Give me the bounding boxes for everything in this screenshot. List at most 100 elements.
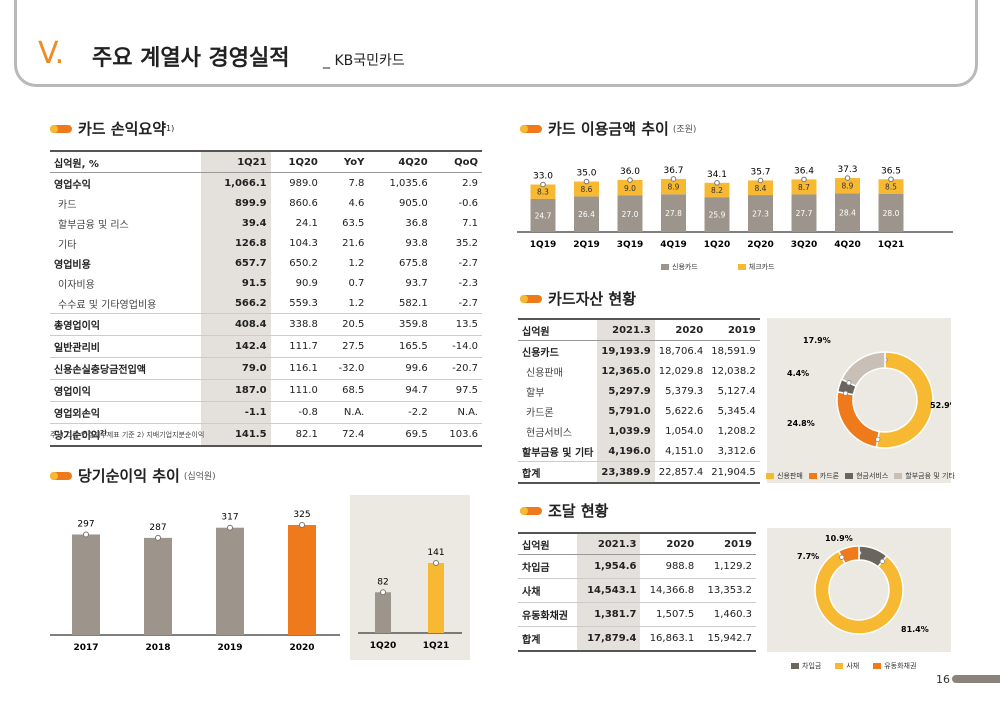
legend-swatch [835, 663, 844, 669]
pl-row-label: 카드 [58, 199, 77, 211]
usage-credit-bar [574, 196, 599, 232]
usage-credit-label: 25.9 [709, 211, 726, 220]
pl-cell: 111.0 [270, 379, 322, 402]
pl-cell: N.A. [321, 401, 369, 424]
pl-cell: 72.4 [321, 423, 369, 447]
pl-cell: 650.2 [289, 257, 318, 269]
pl-table-row: 당기순이익2) 141.5 82.1 72.4 69.5 103.6 [50, 423, 482, 447]
usage-credit-bar [835, 193, 860, 232]
usage-credit-bar [704, 197, 730, 232]
pl-cell: 187.0 [201, 379, 271, 402]
assets-donut-percent-label: 24.8% [787, 419, 815, 428]
assets-title: 카드자산 현황 [548, 290, 637, 308]
usage-check-bar [878, 179, 904, 194]
assets-cell: 21,904.5 [707, 461, 760, 484]
usage-total-marker [844, 175, 851, 181]
pl-title: 카드 손익요약 [78, 120, 167, 138]
assets-row-label: 합계 [518, 461, 598, 484]
usage-check-bar [748, 180, 773, 196]
assets-row-label: 신용카드 [522, 347, 559, 359]
usage-tick-label: 1Q20 [704, 240, 730, 250]
usage-check-label: 8.2 [711, 186, 723, 195]
pl-cell: 165.5 [368, 335, 432, 358]
pl-cell: 408.4 [201, 313, 271, 336]
usage-total-label: 37.3 [837, 165, 857, 175]
pl-cell: 21.6 [342, 237, 365, 249]
funding-section-title: 조달 현황 [520, 500, 608, 521]
pl-cell: 35.2 [455, 237, 478, 249]
pl-cell: 1,066.1 [201, 172, 271, 193]
pl-cell: 559.3 [289, 297, 318, 309]
funding-cell: 1,954.6 [577, 554, 641, 579]
funding-donut-slice-marker [839, 554, 845, 560]
pl-cell: 141.5 [201, 423, 271, 447]
legend-label: 체크카드 [748, 263, 775, 271]
funding-column-header: 2020 [640, 532, 699, 555]
usage-total-marker [583, 178, 590, 185]
assets-column-header: 2020 [654, 318, 708, 341]
usage-credit-label: 27.3 [752, 210, 769, 219]
ni-annual-chart: 297 2017 287 2018 317 2019 325 2020 [50, 510, 340, 653]
assets-row-label: 할부금융 및 기타 [522, 447, 594, 459]
section-numeral: V. [38, 36, 65, 71]
legend-swatch [845, 473, 854, 479]
usage-credit-bar [661, 194, 686, 232]
bullet-icon [50, 124, 72, 133]
assets-donut-slice [875, 351, 934, 449]
usage-check-bar [530, 184, 556, 199]
pl-table-row: 영업외손익 -1.1 -0.8 N.A. -2.2 N.A. [50, 401, 482, 424]
usage-check-bar [704, 182, 730, 198]
funding-cell: 988.8 [665, 561, 695, 572]
funding-row-label: 합계 [518, 626, 578, 652]
pl-cell: 13.5 [431, 313, 482, 336]
usage-credit-label: 27.7 [796, 209, 813, 218]
pl-cell: 4.6 [348, 197, 365, 209]
usage-check-bar [661, 178, 686, 195]
legend-label: 차입금 [802, 662, 822, 670]
assets-cell: 4,196.0 [597, 441, 655, 462]
pl-table-row: 기타 126.8 104.3 21.6 93.8 35.2 [50, 233, 482, 253]
bullet-icon [50, 471, 72, 480]
usage-tick-label: 4Q20 [834, 240, 860, 250]
pl-cell: 989.0 [289, 177, 318, 189]
assets-cell: 12,029.8 [658, 365, 704, 377]
legend-label: 유동화채권 [884, 662, 917, 670]
ni-annual-data-label: 325 [293, 510, 310, 520]
ni-annual-tick-label: 2019 [217, 643, 242, 653]
pl-cell: 0.7 [348, 277, 365, 289]
usage-check-label: 8.3 [537, 188, 549, 197]
usage-total-label: 33.0 [533, 172, 553, 182]
usage-total-label: 35.0 [576, 169, 596, 179]
ni-quarter-tick-label: 1Q21 [423, 641, 449, 651]
pl-table-row: 영업비용 657.7 650.2 1.2 675.8 -2.7 [50, 253, 482, 273]
usage-credit-bar [878, 194, 904, 232]
pl-cell: 2.9 [462, 177, 478, 189]
usage-total-marker [627, 177, 633, 183]
legend-swatch-check [737, 264, 746, 270]
usage-check-bar [574, 181, 599, 197]
funding-table-row: 차입금 1,954.6 988.8 1,129.2 [518, 554, 756, 579]
assets-section-title: 카드자산 현황 [520, 288, 636, 309]
pl-cell: 338.8 [270, 313, 322, 336]
ni-annual-marker [155, 534, 161, 541]
funding-table-row: 유동화채권 1,381.7 1,507.5 1,460.3 [518, 602, 756, 627]
usage-tick-label: 1Q21 [878, 240, 904, 250]
usage-credit-label: 28.0 [883, 209, 900, 218]
usage-credit-bar [748, 195, 773, 232]
pl-cell: -2.7 [458, 297, 478, 309]
legend-label: 사채 [846, 662, 860, 670]
pl-table: 십억원, % 1Q21 1Q20 YoY 4Q20 QoQ 영업수익 1,066.1 989.… [50, 150, 482, 447]
pl-table-row: 총영업이익 408.4 338.8 20.5 359.8 13.5 [50, 313, 482, 336]
legend-swatch [766, 473, 774, 479]
pl-column-header: QoQ [431, 150, 482, 173]
usage-section-title: 카드 이용금액 추이 (조원) [520, 118, 696, 139]
usage-tick-label: 3Q20 [791, 240, 817, 250]
funding-cell: 1,507.5 [640, 602, 699, 627]
bullet-icon [520, 294, 542, 303]
usage-tick-label: 2Q19 [573, 240, 599, 250]
pl-column-header: 4Q20 [368, 150, 432, 173]
assets-cell: 5,127.4 [717, 385, 756, 397]
pl-cell: 91.5 [201, 273, 271, 293]
usage-check-label: 9.0 [624, 184, 636, 193]
pl-title-footnote-mark: 1) [166, 124, 175, 133]
